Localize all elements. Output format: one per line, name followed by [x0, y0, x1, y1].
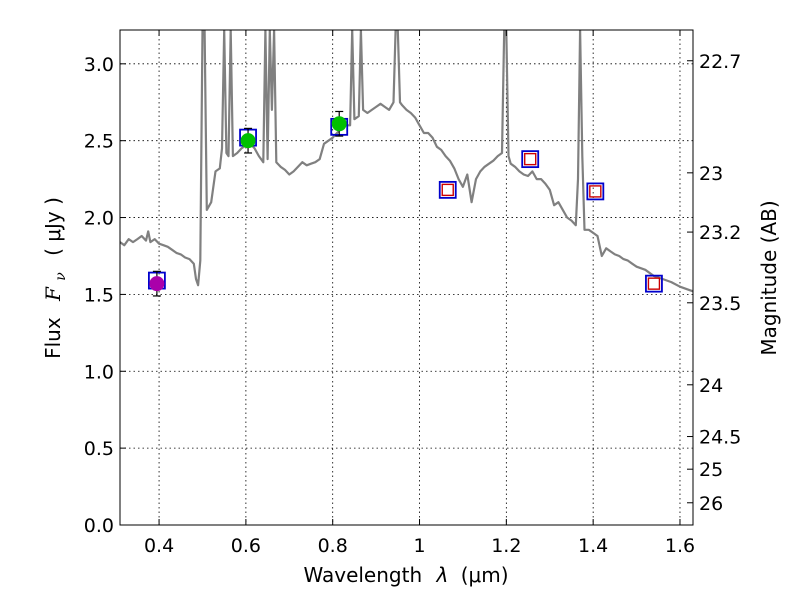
grid-layer: [120, 30, 693, 526]
x-tick-label: 1.2: [491, 535, 521, 557]
x-tick-label: 1.4: [578, 535, 608, 557]
y-tick-label: 2.5: [84, 131, 114, 153]
x-tick-label: 0.4: [144, 535, 174, 557]
band-0.81-point: [331, 116, 347, 132]
limit-1.06-marker: [441, 183, 454, 197]
y2-tick-label: 23.5: [699, 293, 741, 315]
y2-axis-title: Magnitude (AB): [757, 200, 781, 355]
y2-tick-label: 22.7: [699, 51, 741, 73]
model-1.40-box: [586, 182, 605, 201]
y-tick-label: 0.0: [84, 515, 114, 537]
plot-background: [120, 30, 693, 525]
sed-model-line: [120, 30, 693, 293]
y-tick-label: 2.0: [84, 208, 114, 230]
model-1.06-box: [438, 180, 457, 199]
y-tick-label: 1.0: [84, 361, 114, 383]
marker-layer: [147, 110, 663, 297]
y2-tick-label: 25: [699, 459, 723, 481]
y2-tick-label: 23.2: [699, 222, 741, 244]
y2-tick-label: 24.5: [699, 427, 741, 449]
plot-frame: [119, 29, 694, 526]
y2-tick-label: 26: [699, 493, 723, 515]
limit-1.54-marker: [647, 277, 661, 290]
y-tick-label: 3.0: [84, 54, 114, 76]
x-axis-label: Wavelength: [303, 563, 422, 587]
model-1.25-box: [521, 150, 540, 169]
x-axis-title: Wavelength λ (μm): [303, 563, 508, 587]
y-axis-label: Flux: [41, 317, 65, 359]
x-tick-label: 0.6: [231, 535, 261, 557]
model-1.54-box: [645, 274, 663, 293]
y-axis-title: Flux F ν ( μJy ): [41, 197, 70, 359]
y-axis-unit: ( μJy ): [41, 197, 65, 256]
y-tick-label: 1.5: [84, 284, 114, 306]
tick-layer: 0.4 0.6 0.8 1 1.2 1.4 1.6 0.0 0.5 1.0 1.5 2.0 2.5 3.0…: [84, 30, 741, 557]
limit-1.25-marker: [524, 152, 537, 166]
x-axis-unit: (μm): [461, 563, 509, 587]
band-0.60-point: [240, 133, 256, 149]
y-axis-symbol: F: [41, 286, 65, 302]
y2-tick-label: 24: [699, 375, 723, 397]
x-tick-label: 1: [413, 535, 425, 557]
x-axis-symbol: λ: [436, 563, 449, 587]
limit-1.40-marker: [589, 185, 602, 198]
x-tick-label: 1.6: [665, 535, 695, 557]
band-0.40-point: [149, 276, 165, 292]
y-axis-subscript: ν: [53, 272, 69, 281]
x-tick-label: 0.8: [318, 535, 348, 557]
y2-tick-label: 23: [699, 163, 723, 185]
y-tick-label: 0.5: [84, 438, 114, 460]
